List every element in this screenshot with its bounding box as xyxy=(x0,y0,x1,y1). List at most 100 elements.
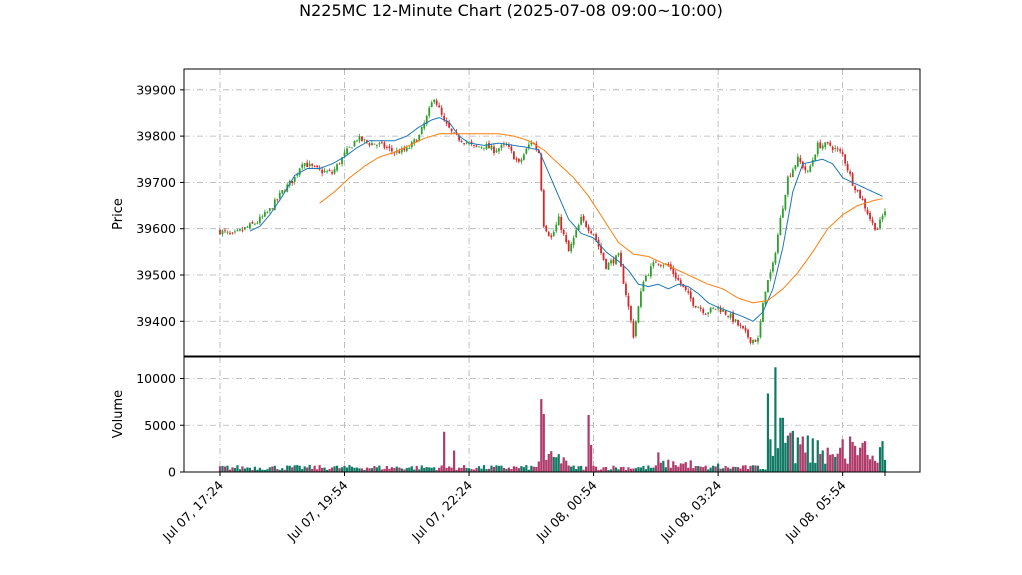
candle-body xyxy=(527,144,530,149)
volume-bar xyxy=(306,467,309,472)
candle-body xyxy=(839,149,842,152)
candle-body xyxy=(777,234,779,253)
volume-bar xyxy=(836,453,839,472)
candle-body xyxy=(806,170,809,172)
candle-body xyxy=(752,339,754,344)
volume-bar xyxy=(736,467,740,472)
volume-bar xyxy=(450,467,453,472)
volume-bar xyxy=(477,466,481,472)
volume-bar xyxy=(622,466,625,472)
volume-bar xyxy=(355,467,359,472)
candle-body xyxy=(438,105,441,108)
candle-body xyxy=(879,219,881,229)
candle-body xyxy=(390,148,393,152)
price-ytick-label: 39500 xyxy=(136,267,176,282)
volume-bar xyxy=(565,460,568,472)
volume-bar xyxy=(530,465,533,472)
candle-body xyxy=(515,158,518,160)
candle-body xyxy=(331,171,333,174)
candle-body xyxy=(757,338,759,342)
candle-body xyxy=(545,225,548,232)
volume-bar xyxy=(764,469,767,472)
volume-bar xyxy=(804,452,807,472)
volume-bar xyxy=(829,454,832,472)
candle-body xyxy=(430,102,433,108)
volume-bar xyxy=(664,467,667,472)
candle-body xyxy=(814,154,817,161)
candle-body xyxy=(356,140,358,142)
candle-body xyxy=(871,219,874,223)
candle-body xyxy=(537,149,540,154)
candle-body xyxy=(572,237,575,246)
candle-body xyxy=(557,216,560,226)
volume-bar xyxy=(657,452,660,472)
candle-body xyxy=(772,262,774,272)
volume-bar xyxy=(851,441,854,472)
volume-bar xyxy=(609,469,613,472)
candle-body xyxy=(323,170,326,173)
candle-body xyxy=(859,189,861,199)
price-y-axis: 39400 39500 39600 39700 39800 39900 xyxy=(136,82,184,329)
volume-bar xyxy=(878,447,882,472)
volume-bar xyxy=(330,467,334,472)
volume-bar xyxy=(248,467,251,472)
volume-bar xyxy=(440,465,443,472)
candle-body xyxy=(767,280,769,293)
volume-panel-frame xyxy=(183,356,921,473)
volume-bar xyxy=(293,465,296,472)
candle-body xyxy=(851,173,854,186)
candle-body xyxy=(443,115,446,121)
volume-bar xyxy=(415,465,418,472)
volume-bar xyxy=(495,465,498,472)
candle-body xyxy=(754,339,757,342)
volume-bar xyxy=(699,466,702,472)
volume-bar xyxy=(296,465,299,472)
candle-body xyxy=(854,186,857,191)
candle-body xyxy=(861,198,864,201)
volume-bar xyxy=(545,459,548,472)
volume-bar xyxy=(799,444,802,472)
candle-body xyxy=(667,263,670,266)
candle-body xyxy=(291,180,294,184)
volume-bar xyxy=(298,465,301,472)
volume-bar xyxy=(617,469,620,472)
volume-bar xyxy=(281,468,284,472)
candle-body xyxy=(261,216,264,218)
candle-body xyxy=(876,229,879,230)
candle-body xyxy=(321,169,324,174)
candle-body xyxy=(577,225,580,230)
volume-bar xyxy=(268,467,271,472)
volume-bar xyxy=(599,469,603,472)
volume-bar xyxy=(789,432,792,472)
candle-body xyxy=(341,157,343,165)
volume-bar xyxy=(303,466,306,472)
candle-body xyxy=(376,145,378,146)
volume-bar xyxy=(570,466,573,472)
candle-body xyxy=(241,229,244,231)
volume-bar xyxy=(776,448,780,472)
volume-bar xyxy=(572,465,575,472)
volume-bar xyxy=(512,466,515,472)
volume-bar xyxy=(734,466,737,472)
volume-bar xyxy=(532,466,535,472)
volume-bar xyxy=(627,467,630,472)
candle-body xyxy=(712,307,715,309)
volume-bar xyxy=(375,467,379,472)
candle-body xyxy=(336,164,338,171)
candle-body xyxy=(649,266,652,277)
candle-body xyxy=(440,107,443,115)
candle-body xyxy=(371,143,373,146)
candle-body xyxy=(677,278,680,281)
candle-body xyxy=(388,146,391,149)
volume-bar xyxy=(632,468,635,472)
candle-body xyxy=(403,148,406,151)
volume-bar xyxy=(689,460,692,472)
volume-bar xyxy=(430,467,433,472)
volume-bar xyxy=(395,466,398,472)
volume-bar xyxy=(497,465,501,472)
candle-body xyxy=(266,211,269,213)
volume-bar xyxy=(273,465,276,472)
volume-bar xyxy=(724,465,727,472)
volume-bar xyxy=(472,469,476,472)
volume-bar xyxy=(761,469,765,472)
